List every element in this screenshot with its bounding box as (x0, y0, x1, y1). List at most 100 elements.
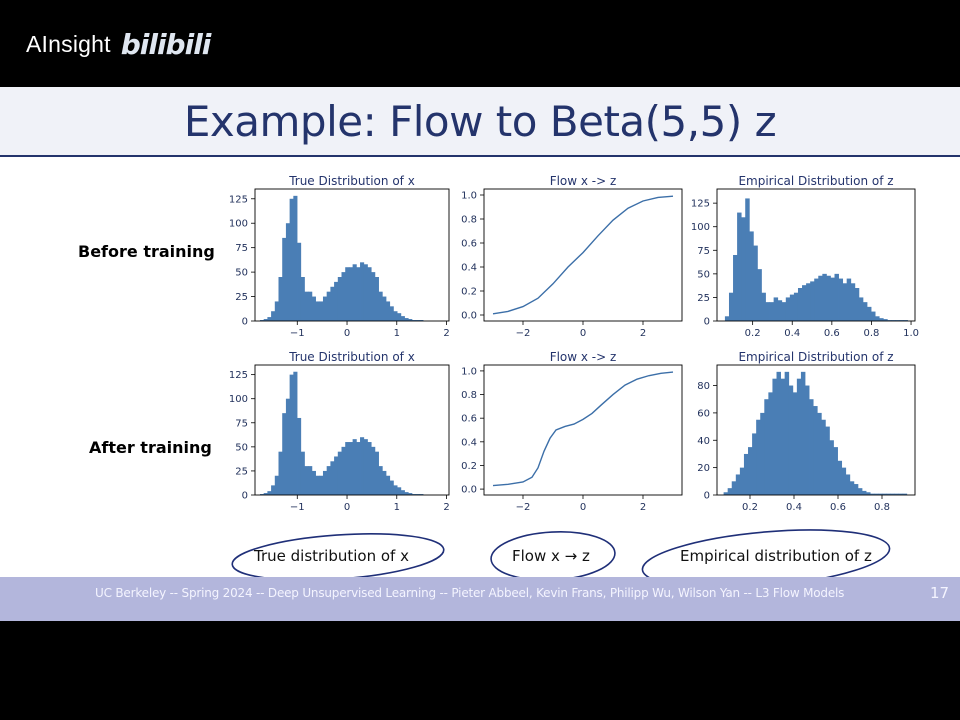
bilibili-logo: bilibili (120, 28, 212, 61)
histogram-bar (723, 492, 729, 495)
histogram-bar (274, 475, 279, 495)
histogram-bar (748, 447, 753, 495)
histogram-bar (408, 319, 413, 321)
chart-title: True Distribution of x (288, 174, 415, 188)
plots-canvas: True Distribution of x−1 0 1 20255075100125… (229, 174, 919, 513)
histogram-bar (337, 451, 342, 495)
chart-title: Flow x -> z (550, 174, 617, 188)
x-tick-label: 0 (344, 502, 350, 513)
y-tick-label: 0.8 (461, 215, 477, 226)
histogram-bar (341, 272, 346, 321)
histogram-bar (285, 223, 291, 321)
ink-annotations (231, 529, 891, 589)
histogram-bar (322, 296, 328, 321)
histogram-bar (858, 297, 864, 321)
footer-text: UC Berkeley -- Spring 2024 -- Deep Unsup… (95, 586, 845, 600)
y-tick-label: 0.6 (461, 239, 477, 250)
x-tick-label: −2 (516, 502, 531, 513)
caption-true-distribution: True distribution of x (254, 547, 409, 565)
histogram-bar (728, 292, 734, 321)
histogram-bar (785, 297, 791, 321)
chart-title: Flow x -> z (550, 350, 617, 364)
y-tick-label: 0 (242, 491, 248, 502)
chart-2: Flow x -> z −2 0 2 0.0 0.2 0.4 0.6 0.8 1.0 (461, 174, 683, 339)
histogram-bar (371, 446, 376, 495)
histogram-bar (311, 470, 316, 495)
histogram-bar (756, 419, 761, 495)
x-tick-label: −2 (516, 328, 531, 339)
histogram-bar (862, 302, 868, 321)
histogram-bar (792, 392, 798, 495)
histogram-bar (319, 301, 324, 321)
watermark-name: AInsight (26, 31, 111, 57)
histogram-bar (419, 320, 424, 321)
histogram-bar (825, 426, 830, 495)
histogram-bar (271, 485, 276, 495)
histogram-bar (404, 492, 409, 495)
histogram-bar (363, 439, 368, 495)
histogram-bar (297, 417, 302, 495)
histogram-bar (345, 267, 350, 321)
histogram-bar (411, 320, 417, 321)
histogram-bar (797, 288, 803, 321)
histogram-bar (315, 301, 320, 321)
x-tick-label: 2 (443, 328, 449, 339)
y-tick-label: 1.0 (461, 191, 477, 202)
histogram-bar (784, 371, 790, 495)
x-tick-label: 1 (394, 328, 400, 339)
histogram-bar (263, 319, 268, 321)
histogram-bar (866, 492, 871, 495)
x-tick-label: −1 (290, 328, 305, 339)
histogram-bar (315, 475, 320, 495)
histogram-bar (282, 413, 287, 495)
histogram-bar (849, 481, 855, 495)
histogram-bar (300, 451, 305, 495)
histogram-bar (826, 275, 831, 321)
histogram-bar (267, 317, 272, 321)
slide: Example: Flow to Beta(5,5) z Before trai… (0, 87, 960, 621)
y-tick-label: 25 (235, 292, 248, 303)
flow-curve (492, 195, 674, 315)
histogram-bar (415, 494, 420, 495)
y-tick-label: 100 (229, 394, 248, 405)
histogram-bar (741, 217, 746, 321)
histogram-bar (724, 316, 730, 321)
histogram-bar (866, 306, 872, 321)
histogram-bar (894, 493, 900, 495)
histogram-bar (348, 442, 354, 495)
histogram-bar (870, 493, 875, 495)
histogram-bar (833, 447, 838, 495)
histogram-bar (330, 286, 335, 321)
caption-flow: Flow x → z (512, 547, 590, 565)
x-tick-label: 0.6 (830, 502, 846, 513)
histogram-bar (769, 302, 775, 321)
y-tick-label: 0 (242, 317, 248, 328)
histogram-bar (837, 460, 843, 495)
histogram-bar (822, 273, 827, 321)
x-tick-label: 0 (580, 502, 586, 513)
histogram-bar (733, 255, 738, 321)
histogram-bar (891, 320, 896, 321)
y-tick-label: 75 (235, 243, 248, 254)
histogram-bar (363, 264, 368, 321)
histogram-bar (777, 300, 783, 321)
histogram-bar (806, 283, 811, 321)
caption-empirical: Empirical distribution of z (680, 547, 872, 565)
x-tick-label: 2 (443, 502, 449, 513)
histogram-bar (385, 301, 391, 321)
histogram-bar (838, 278, 844, 321)
y-tick-label: 0.2 (461, 287, 477, 298)
histogram-bar (278, 451, 283, 495)
histogram-bar (887, 320, 892, 321)
histogram-bar (326, 291, 331, 321)
histogram-bar (805, 385, 810, 495)
histogram-bar (389, 480, 394, 495)
histogram-bar (753, 245, 758, 321)
histogram-bar (789, 294, 795, 321)
histogram-bar (360, 262, 365, 321)
histogram-bar (300, 277, 305, 321)
y-tick-label: 50 (235, 442, 248, 453)
x-tick-label: 0 (580, 328, 586, 339)
plot-frame (254, 188, 450, 322)
watermark: AInsight bilibili (26, 28, 212, 61)
